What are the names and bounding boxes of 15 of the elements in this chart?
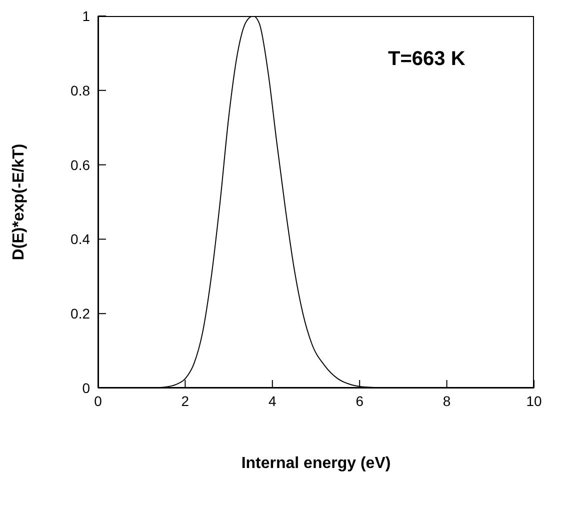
- y-tick-label: 1: [82, 8, 90, 24]
- x-tick-label: 0: [94, 392, 102, 409]
- x-tick-label: 6: [356, 392, 364, 409]
- y-tick-label: 0.4: [70, 231, 90, 248]
- x-tick-label: 10: [526, 392, 542, 409]
- y-tick-label: 0.6: [70, 156, 90, 173]
- annotation: T=663 K: [388, 48, 466, 71]
- x-axis-title: Internal energy (eV): [241, 455, 391, 472]
- y-tick-label: 0: [82, 380, 90, 396]
- y-tick-label: 0.8: [70, 82, 90, 98]
- y-tick-label: 0.2: [70, 306, 90, 322]
- x-tick-label: 8: [442, 392, 451, 409]
- x-tick-label: 2: [181, 392, 190, 409]
- x-tick-label: 4: [268, 392, 276, 409]
- y-axis-title: D(E)*exp(-E/kT): [10, 144, 28, 260]
